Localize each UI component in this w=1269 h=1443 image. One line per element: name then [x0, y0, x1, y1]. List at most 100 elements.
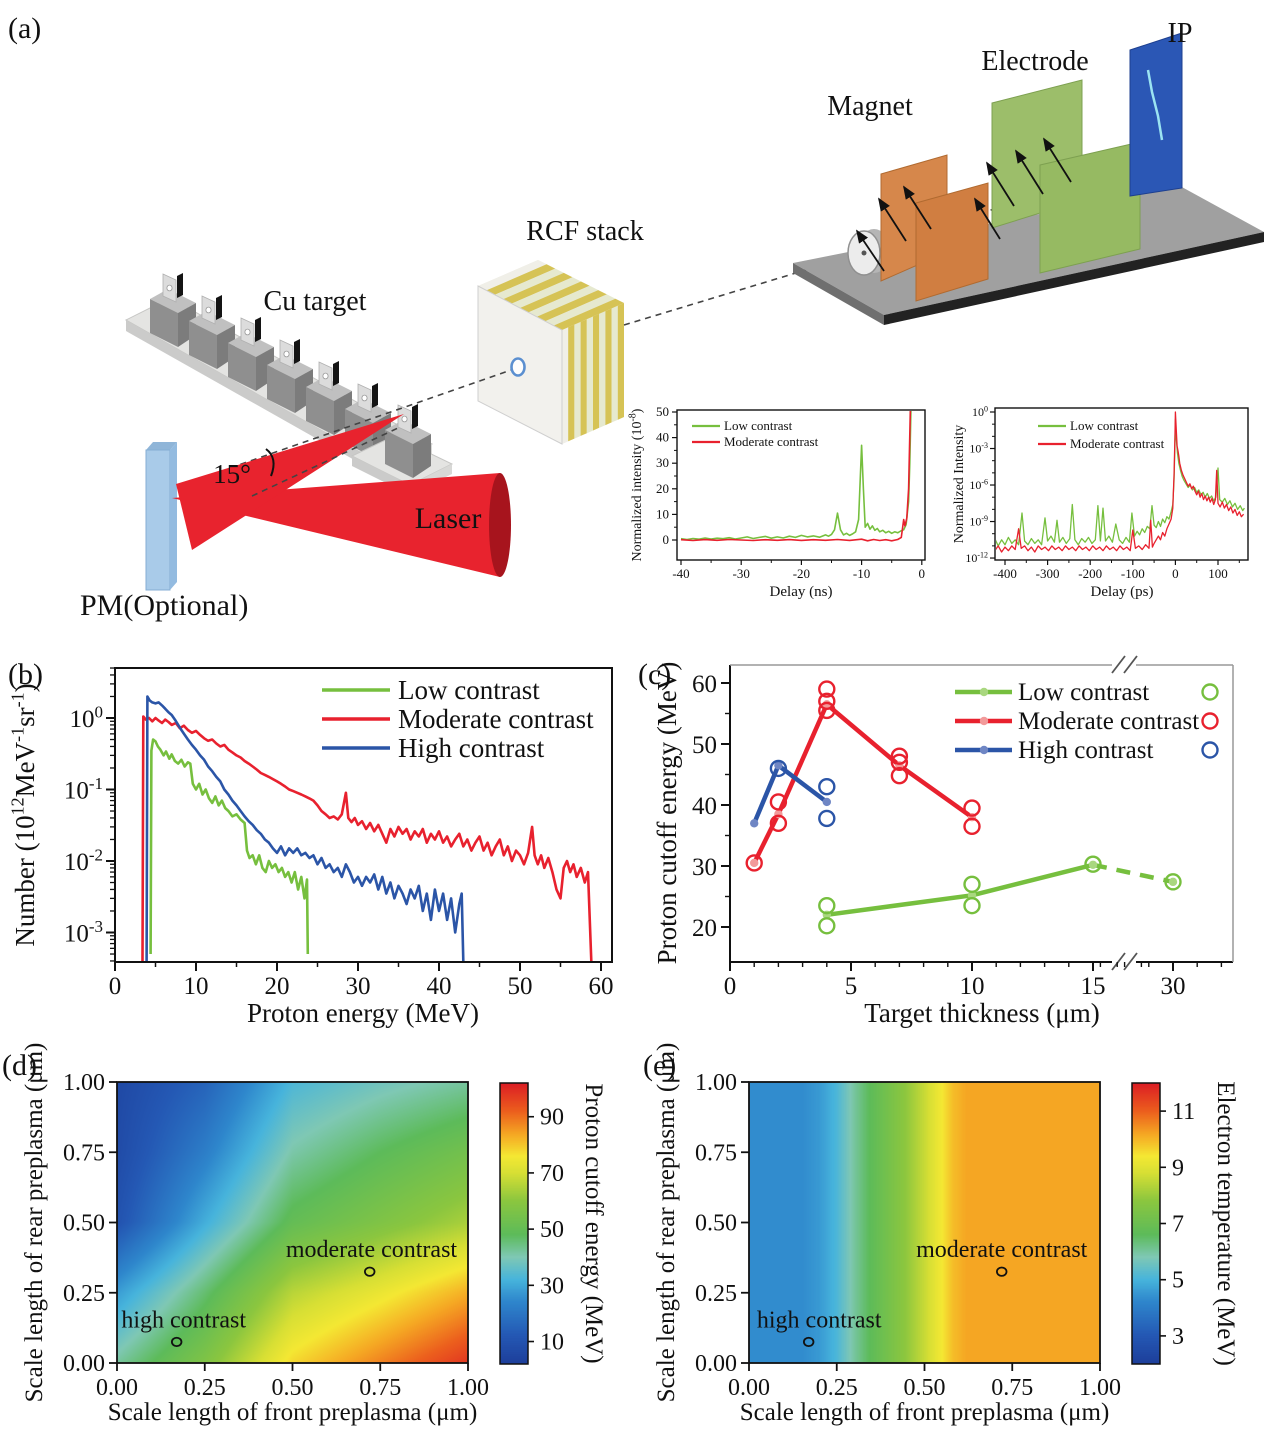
y-tick-label: 10-12 [965, 550, 988, 565]
annotation-marker-icon [802, 1336, 815, 1348]
target-hole-icon [322, 372, 329, 380]
y-tick-label: 0.25 [695, 1281, 737, 1307]
x-tick-label: 100 [1208, 566, 1228, 581]
series-low [149, 738, 310, 955]
rcf-layer-side-5 [593, 313, 600, 431]
scatter-open-moderate [890, 767, 909, 785]
series-dot-moderate [750, 858, 759, 868]
series-line-moderate [898, 763, 974, 820]
colorbar-d-canvas [500, 1083, 528, 1364]
y-tick-label: 0.50 [63, 1211, 105, 1237]
annotation-marker-icon [170, 1336, 183, 1348]
x-axis-label: Scale length of front preplasma (μm) [740, 1399, 1110, 1426]
field-arrow-icon-3 [855, 229, 885, 272]
x-tick-label: -200 [1078, 566, 1102, 581]
laser-beam [172, 414, 511, 577]
x-tick-label: 60 [589, 973, 614, 1000]
inset-chart-delay-ns: -40 -30 -20 -10 0 0 10 20 30 40 50 Delay (ns) Normal… [628, 404, 926, 600]
colorbar-tick-label: 3 [1172, 1324, 1184, 1350]
block-front [267, 365, 295, 413]
field-arrow-icon-6 [1043, 137, 1072, 183]
y-axis-label: Normalized intensity (10-8) [628, 408, 645, 561]
x-tick-label: 1.00 [447, 1375, 489, 1401]
scatter-open-low [963, 896, 981, 915]
panel-b-spectra-chart: 0 10 20 30 40 50 60 100 10-1 10-2 10-3 Proton energ… [8, 667, 614, 1028]
series-dot-low [1088, 860, 1098, 869]
laser-axis-dashed [251, 427, 399, 497]
y-tick-label: 0.25 [63, 1281, 105, 1307]
y-tick-label: 100 [70, 703, 104, 734]
colorbar-tick-label: 11 [1172, 1099, 1195, 1125]
y-tick-label: 0.75 [695, 1140, 737, 1166]
legend-open-circle [1201, 712, 1219, 730]
pm-label: PM(Optional) [80, 589, 248, 622]
panel-e-heatmap-axes: 0.00 0.25 0.50 0.75 1.00 0.00 0.25 0.50 0.75 1.00… [653, 1043, 1239, 1426]
field-arrows [855, 137, 1072, 272]
x-tick-label: 1.00 [1079, 1375, 1121, 1401]
laser-label: Laser [415, 502, 482, 535]
series-dot-high [774, 761, 783, 770]
block-side [413, 434, 431, 478]
x-axis-label: Delay (ns) [770, 584, 833, 600]
magnet-label: Magnet [827, 91, 913, 122]
scatter-open-low [818, 896, 836, 915]
series-low [996, 418, 1245, 547]
colorbar-tick-label: 90 [540, 1105, 564, 1131]
annotation-marker-icon [364, 1266, 376, 1277]
series-moderate [680, 411, 912, 542]
angle-arc-icon [265, 448, 275, 477]
legend-label: Low contrast [724, 418, 793, 433]
target-fin [177, 273, 183, 298]
axis-break-icon [1111, 655, 1126, 674]
x-tick-label: 0.25 [816, 1375, 858, 1401]
colorbar-tick-label: 30 [540, 1273, 564, 1299]
rcf-layer-side-1 [568, 324, 575, 442]
y-tick-label: 10-9 [969, 514, 988, 529]
rcf-layer-side-9 [617, 303, 624, 420]
x-tick-label: 10 [184, 973, 209, 1000]
scatter-open-moderate [890, 753, 909, 771]
series-moderate [996, 411, 1245, 553]
colorbar-tick-label: 50 [540, 1217, 564, 1243]
target-hole-icon [244, 328, 251, 336]
block-front [150, 299, 178, 347]
inset-ps-frame [994, 407, 1249, 561]
platform-front [884, 232, 1264, 325]
legend-label: High contrast [1018, 737, 1153, 764]
y-tick-label: 0 [663, 532, 670, 547]
x-tick-label: 15 [1081, 973, 1106, 1000]
y-tick-label: 20 [692, 915, 717, 942]
rcf-layer-side-7 [605, 308, 612, 426]
target-hole-icon [166, 284, 173, 292]
colorbar-tick-label: 70 [540, 1161, 564, 1187]
platform-top [793, 186, 1264, 315]
legend-dot [979, 687, 989, 697]
heatmap-e-canvas [749, 1082, 1100, 1363]
annotation-label: high contrast [121, 1307, 246, 1333]
pm-top [146, 442, 177, 450]
rcf-layer-side-8 [611, 305, 618, 423]
legend-label: Moderate contrast [1018, 708, 1199, 735]
colorbar-tick-label: 10 [540, 1330, 564, 1356]
cu-target-label: Cu target [264, 286, 367, 317]
scatter-open-moderate [818, 692, 836, 710]
cu-target-holder-7 [385, 404, 431, 478]
y-tick-label: 10-1 [64, 774, 103, 805]
series-line-low [1092, 862, 1174, 885]
legend-label: High contrast [398, 733, 545, 763]
x-tick-label: 0 [919, 566, 926, 581]
y-axis-label: Normalized Intensity [952, 425, 967, 544]
axis-break-icon [1111, 952, 1126, 971]
colorbar-title: Electron temperature (MeV) [1212, 1081, 1239, 1366]
legend-label: Low contrast [1070, 418, 1139, 433]
scatter-open-moderate [818, 701, 836, 720]
axis-break-icon [1123, 655, 1138, 674]
annotation-label: moderate contrast [286, 1237, 458, 1263]
block-front [228, 343, 256, 391]
x-tick-label: 0.25 [184, 1375, 226, 1401]
panel-d-letter: (d) [2, 1049, 37, 1082]
plasma-mirror [145, 442, 177, 591]
rcf-layer-top-3 [503, 272, 573, 304]
annotation-label: high contrast [757, 1307, 882, 1333]
y-tick-label: 10-3 [64, 917, 103, 948]
